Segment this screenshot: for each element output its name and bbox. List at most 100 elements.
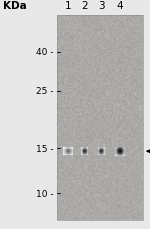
Bar	[118, 149, 119, 150]
Bar	[123, 147, 124, 148]
Bar	[116, 149, 117, 150]
Bar	[67, 151, 68, 152]
Bar	[120, 154, 121, 155]
Bar	[118, 153, 119, 154]
Bar	[124, 148, 125, 149]
Bar	[117, 154, 118, 155]
Bar	[120, 155, 121, 156]
Text: 15 -: 15 -	[36, 144, 54, 153]
Bar	[116, 153, 117, 154]
Text: 40 -: 40 -	[36, 48, 54, 57]
Bar	[116, 151, 117, 152]
Bar	[64, 152, 65, 153]
Bar	[124, 147, 125, 148]
Bar	[123, 153, 124, 154]
Bar	[68, 150, 69, 151]
Bar	[117, 153, 118, 154]
Bar	[123, 150, 124, 151]
Bar	[63, 151, 64, 152]
Bar	[124, 152, 125, 153]
Bar	[70, 151, 71, 152]
Bar	[115, 150, 116, 151]
Bar	[115, 151, 116, 152]
Bar	[119, 147, 120, 148]
Bar	[63, 154, 64, 155]
Bar	[68, 154, 69, 155]
Bar	[118, 150, 119, 151]
Bar	[71, 150, 72, 151]
Bar	[119, 154, 120, 155]
Bar	[115, 149, 116, 150]
Bar	[71, 153, 72, 154]
Bar	[70, 150, 71, 151]
Bar	[118, 155, 119, 156]
Bar	[118, 148, 119, 149]
Bar	[119, 153, 120, 154]
Bar	[120, 149, 121, 150]
Bar	[70, 148, 71, 149]
Bar	[124, 153, 125, 154]
Bar	[67, 149, 68, 150]
Bar	[57, 16, 142, 220]
Bar	[116, 150, 117, 151]
Text: 1: 1	[65, 2, 72, 11]
Text: 2: 2	[81, 2, 88, 11]
Bar	[116, 147, 117, 148]
Bar	[115, 147, 116, 148]
Bar	[118, 150, 119, 151]
Bar	[120, 150, 121, 151]
Bar	[121, 149, 122, 150]
Bar	[118, 154, 119, 155]
Bar	[122, 155, 123, 156]
Bar	[117, 155, 118, 156]
Bar	[122, 151, 123, 152]
Bar	[71, 154, 72, 155]
Bar	[67, 150, 68, 151]
Bar	[122, 152, 123, 153]
Bar	[71, 149, 72, 150]
Bar	[118, 147, 119, 148]
Bar	[120, 153, 121, 154]
Bar	[63, 153, 64, 154]
Bar	[71, 151, 72, 152]
Bar	[118, 152, 119, 153]
Bar	[64, 154, 65, 155]
Bar	[119, 148, 120, 149]
Bar	[64, 151, 65, 152]
Bar	[117, 147, 118, 148]
Bar	[119, 151, 120, 152]
Bar	[123, 148, 124, 149]
Bar	[69, 150, 70, 151]
Bar	[68, 149, 69, 150]
Bar	[67, 154, 68, 155]
Bar	[123, 149, 124, 150]
Bar	[123, 151, 124, 152]
Bar	[117, 151, 118, 152]
Bar	[118, 154, 119, 155]
Bar	[118, 149, 119, 150]
Bar	[63, 152, 64, 153]
Bar	[65, 152, 66, 153]
Bar	[124, 155, 125, 156]
Bar	[121, 148, 122, 149]
Bar	[122, 153, 123, 154]
Bar	[124, 154, 125, 155]
Bar	[122, 150, 123, 151]
Bar	[122, 147, 123, 148]
Bar	[116, 148, 117, 149]
Bar	[68, 152, 69, 153]
Bar	[69, 153, 70, 154]
Bar	[72, 153, 73, 154]
Bar	[72, 148, 73, 149]
Bar	[117, 148, 118, 149]
Bar	[65, 153, 66, 154]
Bar	[118, 151, 119, 152]
Bar	[68, 153, 69, 154]
Bar	[122, 154, 123, 155]
Bar	[67, 152, 68, 153]
Bar	[116, 154, 117, 155]
Bar	[66, 154, 67, 155]
Bar	[117, 149, 118, 150]
Bar	[65, 149, 66, 150]
Bar	[70, 154, 71, 155]
